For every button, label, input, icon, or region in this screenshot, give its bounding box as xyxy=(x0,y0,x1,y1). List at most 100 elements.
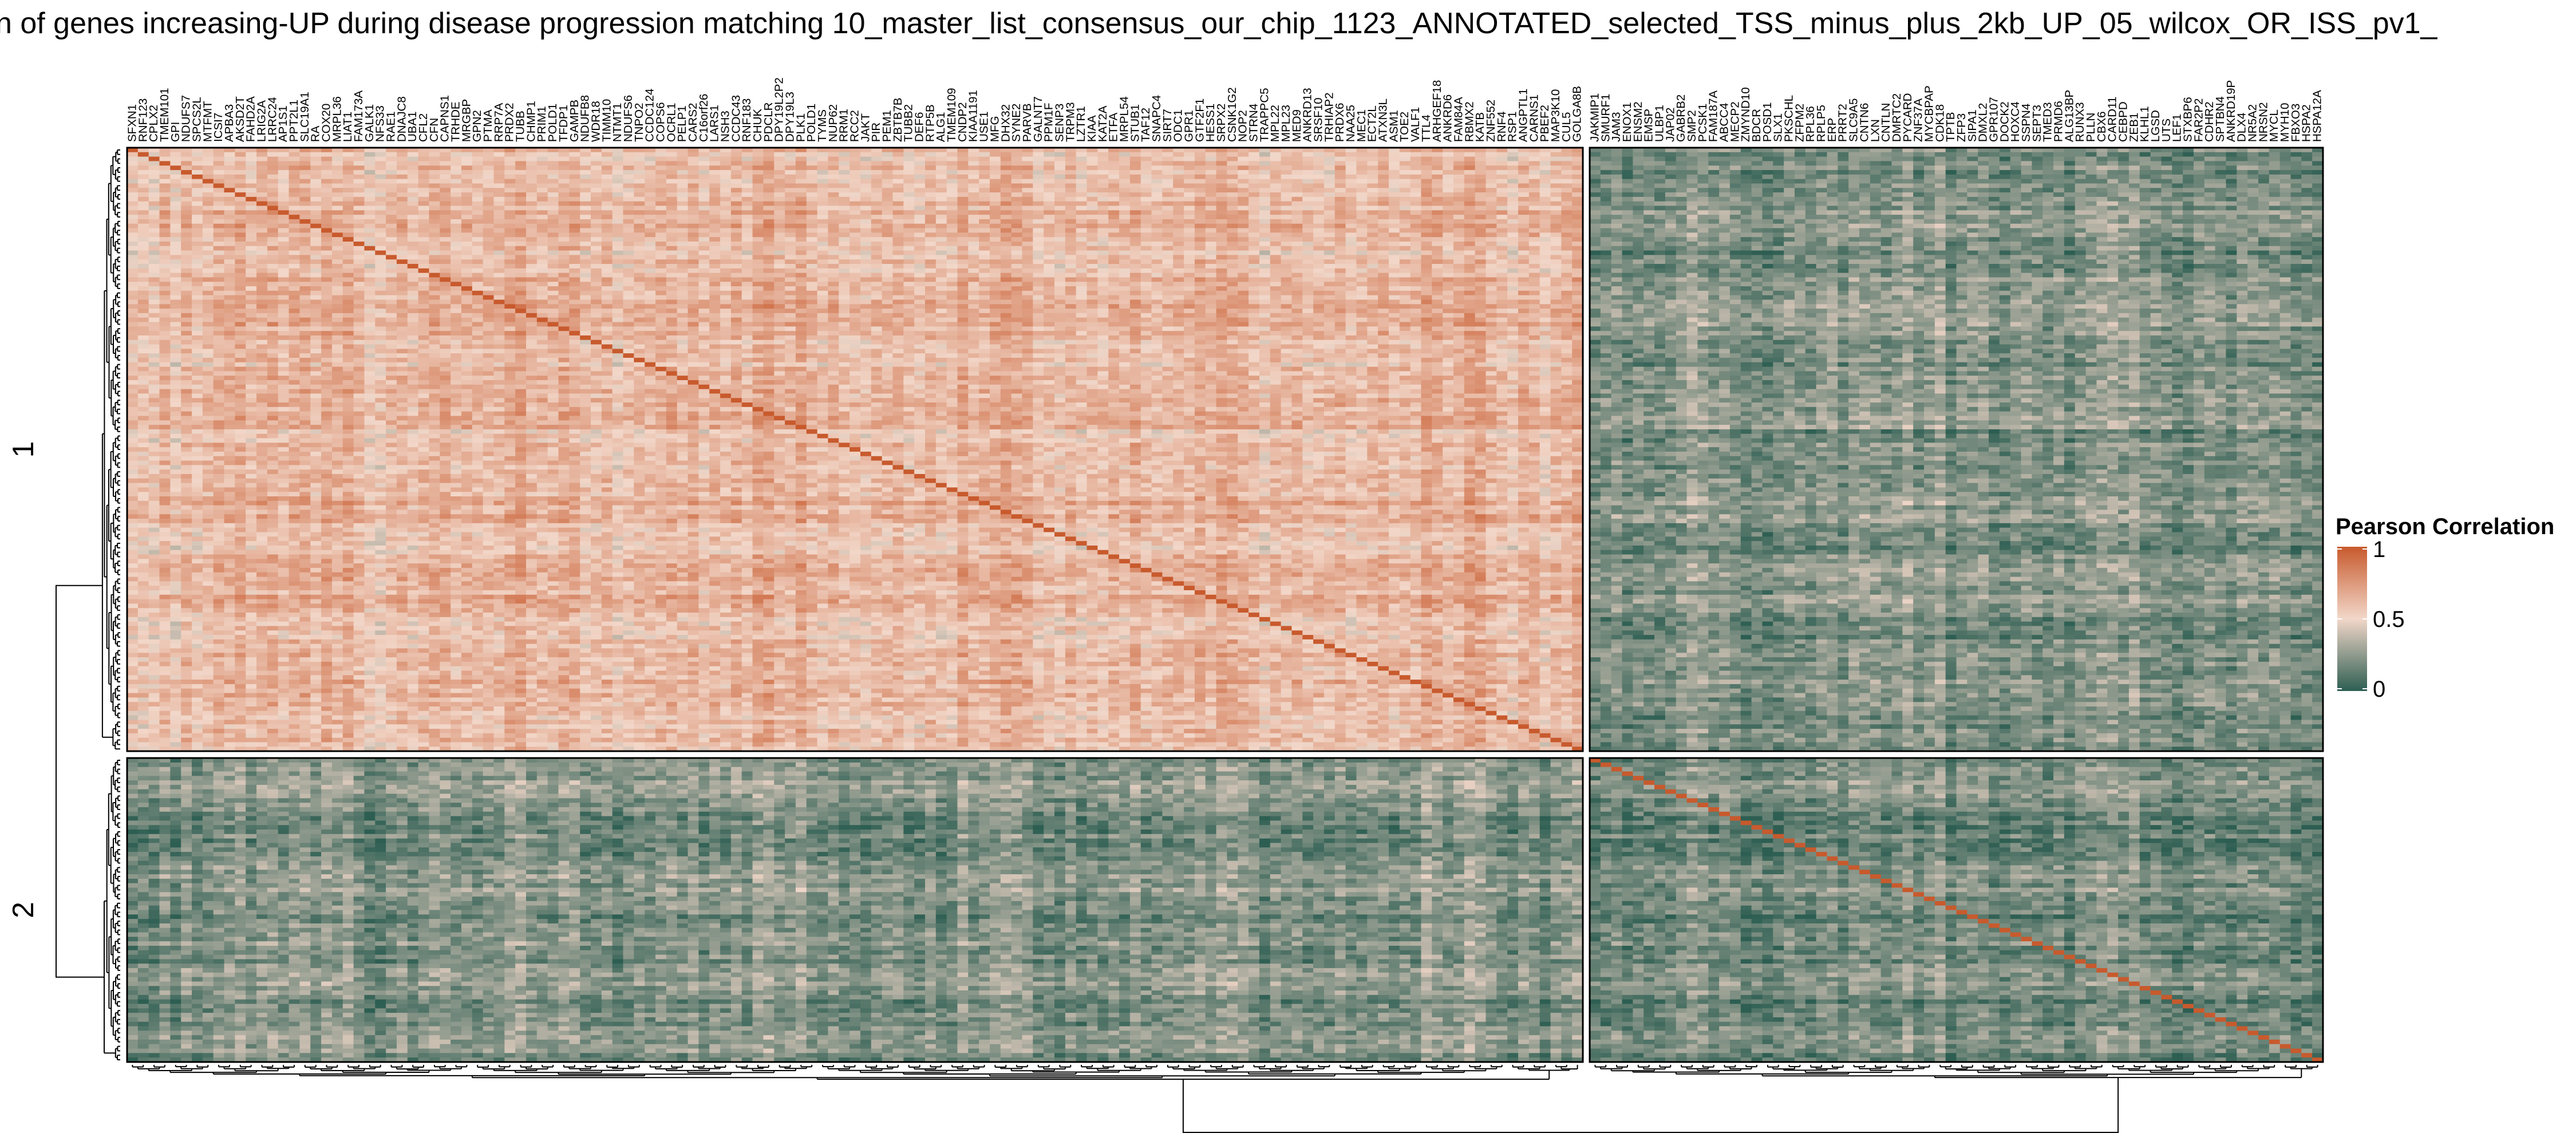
heatmap-cell xyxy=(1633,192,1643,197)
heatmap-cell xyxy=(2301,161,2312,165)
heatmap-cell xyxy=(1572,192,1583,197)
heatmap-cell xyxy=(1913,206,1924,211)
heatmap-cell xyxy=(828,210,839,215)
heatmap-cell xyxy=(1870,157,1881,161)
heatmap-cell xyxy=(1291,188,1302,192)
heatmap-cell xyxy=(461,175,472,179)
heatmap-cell xyxy=(1097,175,1108,179)
heatmap-cell xyxy=(1859,215,1870,219)
heatmap-cell xyxy=(947,179,958,184)
heatmap-cell xyxy=(1411,152,1421,157)
heatmap-cell xyxy=(1719,188,1730,192)
heatmap-cell xyxy=(1227,175,1238,179)
heatmap-cell xyxy=(1173,179,1184,184)
chart-title: n of genes increasing-UP during disease … xyxy=(0,7,2438,40)
heatmap-cell xyxy=(688,175,699,179)
heatmap-cell xyxy=(1762,161,1773,165)
heatmap-cell xyxy=(1378,165,1389,170)
heatmap-cell xyxy=(2042,183,2053,188)
heatmap-cell xyxy=(267,206,278,211)
heatmap-cell xyxy=(1141,183,1152,188)
heatmap-cell xyxy=(472,215,483,219)
heatmap-cell xyxy=(2226,197,2237,202)
heatmap-cell xyxy=(839,170,850,175)
heatmap-cell xyxy=(1065,175,1076,179)
heatmap-cell xyxy=(1529,165,1540,170)
heatmap-cell xyxy=(666,206,677,211)
heatmap-cell xyxy=(1967,152,1978,157)
heatmap-cell xyxy=(1012,170,1022,175)
heatmap-cell xyxy=(569,219,580,224)
heatmap-cell xyxy=(979,192,990,197)
heatmap-cell xyxy=(397,210,408,215)
heatmap-cell xyxy=(1784,210,1795,215)
heatmap-cell xyxy=(753,215,764,219)
heatmap-cell xyxy=(1676,188,1687,192)
heatmap-cell xyxy=(1367,188,1378,192)
heatmap-cell xyxy=(2107,183,2118,188)
heatmap-cell xyxy=(2075,183,2086,188)
heatmap-cell xyxy=(1216,219,1227,224)
heatmap-cell xyxy=(1590,165,1601,170)
heatmap-cell xyxy=(1708,192,1719,197)
heatmap-cell xyxy=(1001,188,1012,192)
heatmap-cell xyxy=(408,219,418,224)
heatmap-cell xyxy=(2075,157,2086,161)
heatmap-cell xyxy=(892,165,903,170)
heatmap-cell xyxy=(2280,183,2291,188)
heatmap-cell xyxy=(2204,175,2215,179)
heatmap-cell xyxy=(839,206,850,211)
heatmap-cell xyxy=(1324,183,1335,188)
heatmap-cell xyxy=(1097,183,1108,188)
heatmap-cell xyxy=(1486,157,1497,161)
heatmap-cell xyxy=(2021,188,2032,192)
heatmap-cell xyxy=(1676,161,1687,165)
heatmap-cell xyxy=(1935,215,1946,219)
heatmap-cell xyxy=(2042,197,2053,202)
heatmap-cell xyxy=(418,157,429,161)
heatmap-cell xyxy=(807,161,817,165)
heatmap-cell xyxy=(1259,206,1270,211)
heatmap-cell xyxy=(160,192,171,197)
heatmap-cell xyxy=(408,197,418,202)
heatmap-cell xyxy=(1486,219,1497,224)
heatmap-cell xyxy=(1270,192,1281,197)
heatmap-cell xyxy=(2140,152,2151,157)
heatmap-cell xyxy=(1892,215,1903,219)
heatmap-cell xyxy=(375,179,386,184)
heatmap-cell xyxy=(418,175,429,179)
heatmap-cell xyxy=(1676,170,1687,175)
heatmap-cell xyxy=(1978,157,1989,161)
heatmap-cell xyxy=(763,210,774,215)
heatmap-cell xyxy=(2247,175,2258,179)
heatmap-cell xyxy=(1561,179,1572,184)
heatmap-cell xyxy=(1097,157,1108,161)
heatmap-cell xyxy=(591,197,602,202)
heatmap-cell xyxy=(936,183,947,188)
heatmap-cell xyxy=(1654,197,1665,202)
heatmap-cell xyxy=(613,183,623,188)
heatmap-cell xyxy=(2107,170,2118,175)
heatmap-cell xyxy=(170,183,181,188)
heatmap-cell xyxy=(828,192,839,197)
heatmap-cell xyxy=(1870,188,1881,192)
heatmap-cell xyxy=(1697,192,1708,197)
heatmap-cell xyxy=(720,215,731,219)
heatmap-cell xyxy=(235,192,246,197)
heatmap-cell xyxy=(569,161,580,165)
heatmap-cell xyxy=(1195,202,1206,206)
heatmap-cell xyxy=(1561,170,1572,175)
heatmap-cell xyxy=(246,152,256,157)
heatmap-cell xyxy=(796,161,807,165)
heatmap-cell xyxy=(515,206,526,211)
heatmap-cell xyxy=(1827,183,1838,188)
heatmap-cell xyxy=(1216,161,1227,165)
heatmap-cell xyxy=(1805,179,1816,184)
heatmap-cell xyxy=(451,179,461,184)
heatmap-cell xyxy=(1443,206,1453,211)
heatmap-cell xyxy=(1913,197,1924,202)
heatmap-cell xyxy=(1762,197,1773,202)
heatmap-cell xyxy=(1367,202,1378,206)
heatmap-cell xyxy=(1665,175,1676,179)
heatmap-cell xyxy=(2118,215,2129,219)
